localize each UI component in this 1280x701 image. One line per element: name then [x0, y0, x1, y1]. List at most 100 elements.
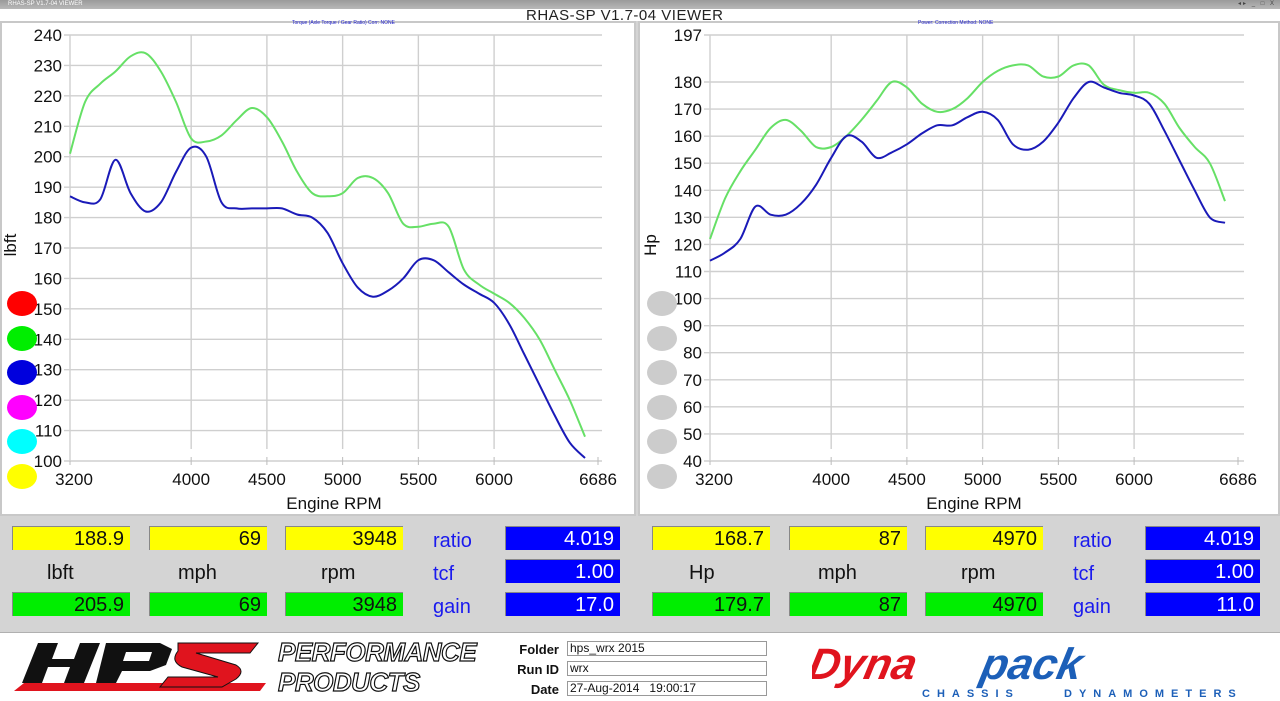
y-tick-label: 40: [683, 452, 702, 471]
legend-run-toggle-2[interactable]: [647, 325, 677, 351]
torque-readout-panel: 188.9 69 3948 lbft mph rpm 205.9 69 3948…: [0, 518, 636, 628]
date-label: Date: [530, 682, 559, 697]
footer: PERFORMANCE PRODUCTS Folder hps_wrx 2015…: [0, 632, 1280, 701]
torque-chart-subtitle: Torque (Axle Torque / Gear Ratio) Corr: …: [292, 20, 396, 26]
ratio-label: ratio: [433, 530, 472, 552]
y-tick-label: 210: [34, 117, 62, 136]
x-tick-label: 6000: [1115, 470, 1153, 489]
y-tick-label: 160: [34, 269, 62, 288]
unit-rpm: rpm: [321, 562, 356, 584]
tcf-label: tcf: [1073, 563, 1095, 585]
tcf-value[interactable]: 1.00: [505, 559, 620, 583]
unit-rpm: rpm: [961, 562, 996, 584]
svg-text:pack: pack: [976, 641, 1090, 689]
y-tick-label: 200: [34, 148, 62, 167]
unit-mph: mph: [178, 562, 217, 584]
x-tick-label: 4000: [812, 470, 850, 489]
ratio-label: ratio: [1073, 530, 1112, 552]
legend-run-toggle-1[interactable]: [647, 291, 677, 316]
legend-run-toggle-3[interactable]: [7, 360, 37, 385]
y-tick-label: 110: [675, 263, 702, 282]
y-tick-label: 120: [674, 235, 702, 254]
y-tick-label: 140: [674, 181, 702, 200]
y-tick-label: 50: [683, 425, 702, 444]
app-title-bar: RHAS-SP V1.7-04 VIEWER: [0, 8, 1280, 21]
x-tick-label: 5500: [1039, 470, 1077, 489]
power-chart-subtitle: Power: Correction Method: NONE: [918, 20, 994, 26]
y-tick-label: 110: [35, 422, 62, 441]
y-axis-title: Hp: [641, 234, 660, 256]
x-tick-label: 6686: [1219, 470, 1257, 489]
legend-run-toggle-1[interactable]: [7, 291, 37, 316]
y-tick-label: 190: [34, 178, 62, 197]
legend-run-toggle-2[interactable]: [7, 325, 37, 351]
power-chart-panel: Power: Correction Method: NONE 197 180 170…: [638, 20, 1280, 516]
y-axis-title: lbft: [2, 233, 20, 256]
y-tick-label: 120: [34, 391, 62, 410]
x-tick-label: 3200: [55, 470, 93, 489]
date-field[interactable]: 27-Aug-2014 19:00:17: [567, 681, 767, 696]
y-tick-label: 130: [674, 208, 702, 227]
folder-label: Folder: [519, 642, 559, 657]
tcf-label: tcf: [433, 563, 455, 585]
y-tick-label: 220: [34, 87, 62, 106]
legend-run-toggle-6[interactable]: [7, 463, 37, 489]
x-tick-label: 3200: [695, 470, 733, 489]
y-tick-label: 80: [683, 344, 702, 363]
unit-lbft: lbft: [47, 562, 74, 584]
y-tick-label: 230: [34, 56, 62, 75]
legend-run-toggle-6[interactable]: [647, 463, 677, 489]
x-tick-label: 5500: [399, 470, 437, 489]
power-value-run1: 168.7: [652, 526, 770, 550]
y-tick-label: 100: [34, 452, 62, 471]
series-line-run-blue: [709, 80, 1226, 262]
unit-mph: mph: [818, 562, 857, 584]
legend-run-toggle-5[interactable]: [647, 429, 677, 454]
y-tick-label: 240: [34, 26, 62, 45]
torque-chart-panel: Torque (Axle Torque / Gear Ratio) Corr: …: [0, 20, 636, 516]
torque-value-run2: 205.9: [12, 592, 130, 616]
unit-hp: Hp: [689, 562, 715, 584]
legend-run-toggle-3[interactable]: [647, 360, 677, 385]
torque-value-run1: 188.9: [12, 526, 130, 550]
series-line-run-blue: [69, 145, 586, 459]
y-tick-label: 180: [34, 209, 62, 228]
y-tick-label: 170: [34, 239, 62, 258]
gain-value[interactable]: 17.0: [505, 592, 620, 616]
y-tick-label: 180: [674, 73, 702, 92]
rpm-value-run1: 4970: [925, 526, 1043, 550]
x-tick-label: 6686: [579, 470, 617, 489]
gain-value[interactable]: 11.0: [1145, 592, 1260, 616]
window-controls[interactable]: ◂▸ _ □ X: [1238, 1, 1276, 7]
y-tick-label: 90: [683, 317, 702, 336]
y-tick-label: 150: [34, 300, 62, 319]
svg-text:CHASSIS: CHASSIS: [922, 688, 1020, 699]
legend-run-toggle-4[interactable]: [7, 394, 37, 420]
folder-field[interactable]: hps_wrx 2015: [567, 641, 767, 656]
x-tick-label: 6000: [475, 470, 513, 489]
y-tick-label: 197: [674, 26, 702, 45]
dynapack-logo: Dyna pack CHASSIS DYNAMOMETERS: [812, 641, 1243, 699]
x-axis-title: Engine RPM: [286, 494, 381, 513]
app-title: RHAS-SP V1.7-04 VIEWER: [526, 8, 724, 20]
y-tick-label: 170: [674, 100, 702, 119]
hps-tagline: PERFORMANCE PRODUCTS: [277, 636, 477, 697]
rpm-value-run2: 3948: [285, 592, 403, 616]
legend-run-toggle-5[interactable]: [7, 429, 37, 454]
x-tick-label: 5000: [964, 470, 1002, 489]
series-line-run-green: [69, 51, 586, 438]
svg-text:DYNAMOMETERS: DYNAMOMETERS: [1064, 688, 1243, 699]
speed-value-run2: 69: [149, 592, 267, 616]
window-titlebar: RHAS-SP V1.7-04 VIEWER ◂▸ _ □ X: [0, 0, 1280, 9]
ratio-value[interactable]: 4.019: [1145, 526, 1260, 550]
rpm-value-run2: 4970: [925, 592, 1043, 616]
runid-field[interactable]: wrx: [567, 661, 767, 676]
ratio-value[interactable]: 4.019: [505, 526, 620, 550]
y-tick-label: 130: [34, 361, 62, 380]
x-tick-label: 4500: [248, 470, 286, 489]
series-line-run-green: [709, 62, 1226, 240]
tcf-value[interactable]: 1.00: [1145, 559, 1260, 583]
legend-run-toggle-4[interactable]: [647, 394, 677, 420]
y-tick-label: 150: [674, 154, 702, 173]
y-tick-label: 70: [683, 371, 702, 390]
